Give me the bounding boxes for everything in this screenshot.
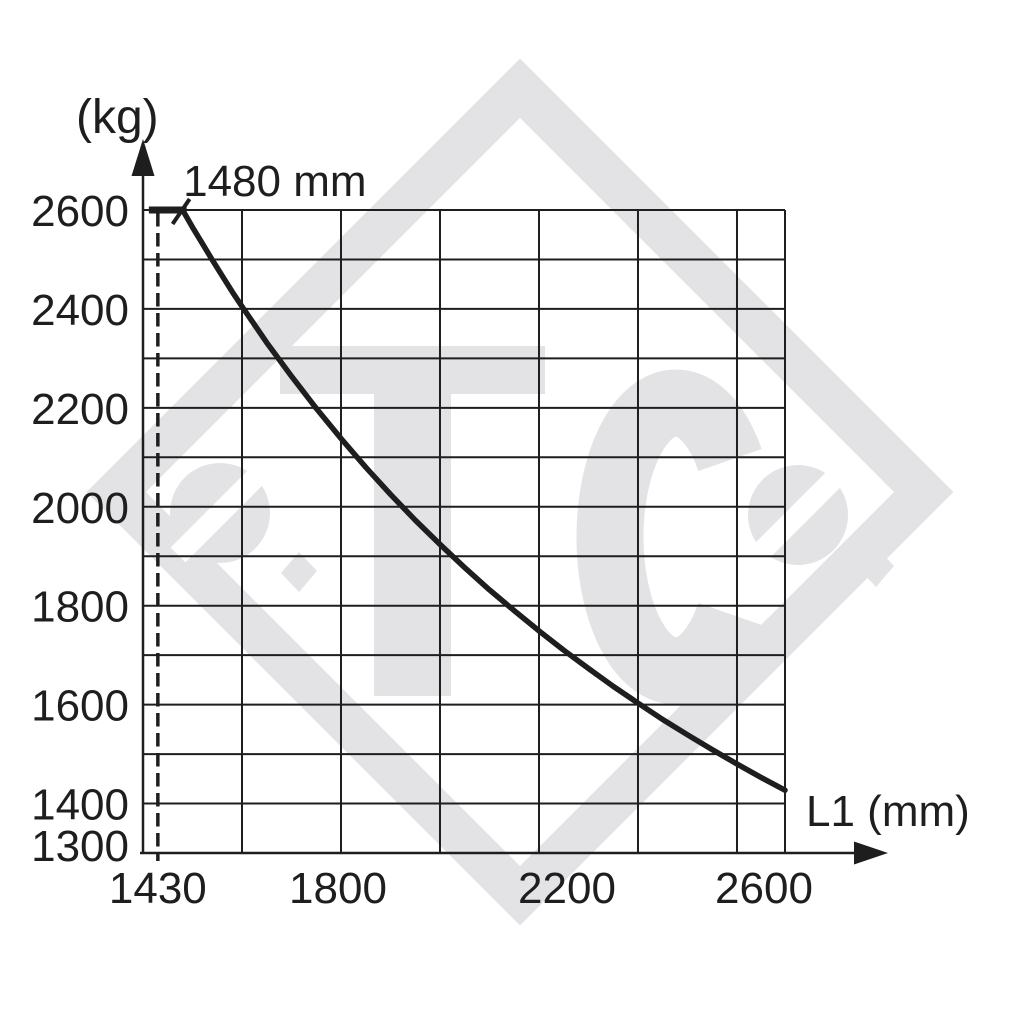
emblem-slash	[170, 463, 270, 563]
y-axis-title: (kg)	[76, 91, 159, 144]
x-axis-arrowhead	[854, 841, 888, 865]
emblem-dot	[858, 547, 894, 587]
emblem-dot	[281, 552, 317, 592]
y-tick-label: 1300	[31, 822, 129, 871]
y-tick-label: 1400	[31, 781, 129, 830]
y-tick-label: 2000	[31, 484, 129, 533]
y-tick-label: 1600	[31, 682, 129, 731]
x-tick-label: 1800	[289, 864, 387, 913]
x-tick-label: 2200	[518, 864, 616, 913]
watermark-letter-c	[576, 369, 762, 705]
y-tick-label: 2600	[31, 187, 129, 236]
x-tick-label: 1430	[109, 864, 207, 913]
annotation-1480mm: 1480 mm	[183, 157, 366, 206]
load-capacity-curve	[179, 207, 788, 793]
watermark-diamond-border	[86, 58, 954, 926]
y-axis-arrowhead	[131, 139, 155, 176]
x-axis-title: L1 (mm)	[806, 787, 970, 836]
x-tick-label: 2600	[715, 864, 813, 913]
emblem-slash	[748, 465, 848, 565]
watermark-emblem-right	[748, 465, 894, 587]
y-tick-label: 1800	[31, 583, 129, 632]
y-tick-label: 2400	[31, 286, 129, 335]
y-tick-label: 2200	[31, 385, 129, 434]
watermark-emblem-left	[170, 463, 317, 592]
